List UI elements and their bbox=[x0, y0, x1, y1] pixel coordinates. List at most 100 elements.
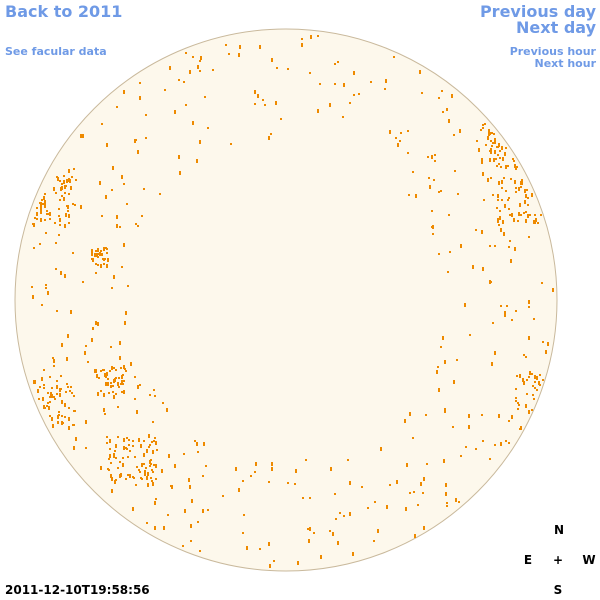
facula bbox=[51, 417, 53, 421]
facula bbox=[533, 318, 535, 320]
facula bbox=[528, 300, 530, 304]
facula bbox=[280, 118, 282, 120]
next-hour-link[interactable]: Next hour bbox=[534, 57, 597, 70]
facula bbox=[197, 521, 199, 523]
facula bbox=[493, 158, 495, 162]
facula bbox=[95, 272, 97, 274]
facula bbox=[70, 186, 72, 190]
previous-hour-link[interactable]: Previous hour bbox=[509, 45, 596, 58]
facula bbox=[72, 203, 74, 205]
facula bbox=[525, 404, 527, 408]
facula bbox=[103, 247, 105, 249]
previous-day-link[interactable]: Previous day bbox=[479, 2, 596, 21]
facula bbox=[166, 408, 168, 412]
facula bbox=[203, 442, 205, 446]
facula bbox=[54, 222, 56, 224]
facula bbox=[334, 493, 336, 495]
facula bbox=[503, 177, 505, 179]
facula bbox=[183, 81, 185, 83]
facula bbox=[56, 380, 58, 382]
facula bbox=[45, 284, 47, 286]
facula bbox=[275, 101, 277, 105]
facula bbox=[526, 189, 528, 191]
facula bbox=[151, 469, 153, 471]
facula bbox=[310, 35, 312, 39]
facula bbox=[104, 413, 106, 415]
facula bbox=[123, 243, 125, 247]
facula bbox=[475, 448, 477, 450]
next-day-link[interactable]: Next day bbox=[516, 18, 596, 37]
facula bbox=[115, 457, 117, 459]
back-link[interactable]: Back to 2011 bbox=[5, 2, 123, 21]
facula bbox=[429, 185, 431, 187]
facula bbox=[75, 437, 77, 441]
facula bbox=[80, 134, 82, 138]
facula bbox=[169, 66, 171, 70]
facula bbox=[192, 56, 194, 58]
facula bbox=[106, 143, 108, 147]
facula bbox=[115, 444, 117, 448]
facula bbox=[168, 454, 170, 458]
facula bbox=[309, 527, 311, 531]
facula bbox=[164, 89, 166, 91]
facula bbox=[334, 63, 336, 65]
facula bbox=[255, 462, 257, 466]
facula bbox=[134, 456, 136, 458]
facula bbox=[58, 208, 60, 210]
facula bbox=[134, 398, 136, 400]
facula bbox=[447, 271, 449, 273]
facula bbox=[207, 127, 209, 129]
facula bbox=[119, 226, 121, 228]
facula bbox=[520, 186, 522, 188]
facula bbox=[502, 157, 504, 161]
facula bbox=[99, 252, 101, 256]
facula bbox=[302, 497, 304, 499]
facula bbox=[517, 220, 519, 222]
facula bbox=[139, 82, 141, 84]
facula bbox=[432, 233, 434, 235]
facula bbox=[538, 381, 540, 385]
facula bbox=[123, 392, 125, 394]
facula bbox=[33, 223, 35, 227]
facula bbox=[71, 176, 73, 178]
facula bbox=[432, 225, 434, 229]
facula bbox=[506, 305, 508, 307]
facular-link[interactable]: See facular data bbox=[5, 45, 107, 58]
facula bbox=[121, 375, 123, 379]
facula bbox=[389, 130, 391, 134]
facula bbox=[480, 129, 482, 131]
facula bbox=[374, 501, 376, 503]
facula bbox=[444, 408, 446, 412]
facula bbox=[313, 532, 315, 534]
facula bbox=[489, 133, 491, 135]
facula bbox=[235, 467, 237, 471]
facula bbox=[53, 187, 55, 191]
facula bbox=[67, 334, 69, 338]
facula bbox=[485, 144, 487, 146]
facula bbox=[511, 319, 513, 321]
facula bbox=[531, 193, 533, 197]
facula bbox=[113, 275, 115, 279]
facula bbox=[126, 437, 128, 439]
facula bbox=[189, 70, 191, 74]
facula bbox=[527, 214, 529, 218]
facula bbox=[492, 142, 494, 144]
facula bbox=[542, 379, 544, 381]
facula bbox=[482, 172, 484, 176]
facula bbox=[301, 38, 303, 40]
facula bbox=[115, 479, 117, 481]
facula bbox=[404, 419, 406, 423]
facula bbox=[525, 194, 527, 198]
facula bbox=[143, 188, 145, 190]
facula bbox=[65, 185, 67, 187]
facula bbox=[125, 311, 127, 315]
facula bbox=[39, 243, 41, 245]
facula bbox=[498, 181, 500, 185]
facula bbox=[155, 478, 157, 480]
facula bbox=[222, 495, 224, 497]
facula bbox=[144, 472, 146, 476]
facula bbox=[511, 213, 513, 217]
facula bbox=[301, 43, 303, 47]
compass-south: S bbox=[553, 583, 563, 597]
facula bbox=[507, 165, 509, 167]
